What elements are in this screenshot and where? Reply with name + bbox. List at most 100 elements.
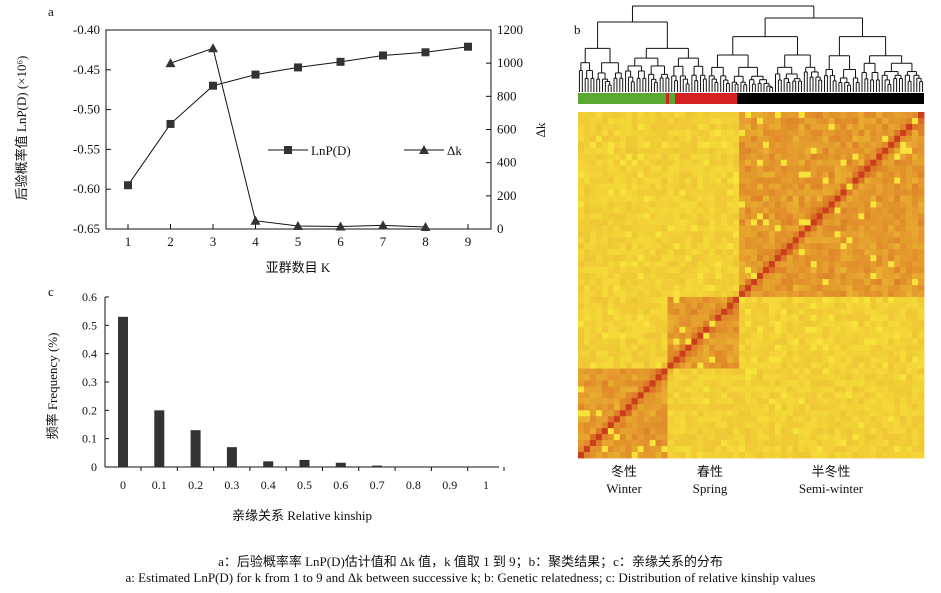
heatmap-cell (703, 410, 710, 417)
heatmap-cell (816, 123, 823, 131)
heatmap-cell (918, 338, 925, 346)
heatmap-cell (846, 273, 853, 280)
heatmap-cell (756, 279, 764, 286)
heatmap-cell (870, 112, 877, 119)
heatmap-cell (733, 213, 740, 220)
heatmap-cell (715, 219, 722, 226)
heatmap-cell (786, 410, 794, 417)
heatmap-cell (655, 452, 662, 459)
heatmap-cell (727, 159, 734, 167)
heatmap-cell (810, 368, 818, 375)
group-label-semiwinter: 半冬性 Semi-winter (781, 463, 881, 497)
heatmap-cell (756, 326, 764, 334)
heatmap-cell (876, 261, 883, 268)
heatmap-cell (679, 290, 686, 298)
heatmap-cell (900, 219, 907, 226)
heatmap-cell (721, 356, 728, 363)
heatmap-cell (673, 147, 680, 155)
heatmap-cell (912, 386, 919, 393)
heatmap-cell (792, 201, 800, 208)
heatmap-cell (774, 147, 782, 155)
heatmap-cell (852, 231, 859, 238)
heatmap-cell (625, 302, 633, 310)
heatmap-cell (846, 290, 853, 298)
heatmap-cell (661, 452, 668, 459)
heatmap-cell (727, 326, 734, 334)
heatmap-cell (852, 279, 859, 286)
heatmap-cell (888, 153, 895, 161)
heatmap-cell (673, 440, 680, 447)
heatmap-cell (822, 356, 829, 363)
heatmap-cell (768, 273, 776, 280)
heatmap-cell (739, 279, 746, 286)
heatmap-cell (745, 326, 752, 334)
heatmap-cell (828, 386, 835, 393)
heatmap-cell (768, 338, 776, 346)
heatmap-cell (679, 368, 686, 375)
heatmap-cell (756, 386, 764, 393)
heatmap-cell (673, 261, 680, 268)
heatmap-cell (619, 237, 627, 244)
heatmap-cell (703, 392, 710, 399)
heatmap-cell (864, 440, 871, 447)
heatmap-cell (578, 213, 585, 220)
y-tick-label: 0 (91, 460, 97, 474)
heatmap-cell (637, 243, 645, 250)
heatmap-cell (786, 320, 794, 328)
heatmap-cell (816, 428, 823, 435)
heatmap-cell (595, 279, 603, 286)
heatmap-cell (697, 249, 704, 256)
heatmap-cell (739, 314, 746, 322)
heatmap-cell (727, 201, 734, 208)
heatmap-cell (721, 237, 728, 244)
heatmap-cell (852, 308, 859, 316)
heatmap-cell (816, 350, 823, 357)
bar (335, 462, 346, 467)
heatmap-cell (589, 416, 597, 423)
heatmap-cell (882, 273, 889, 280)
heatmap-cell (703, 422, 710, 429)
heatmap-cell (912, 440, 919, 447)
heatmap-cell (816, 129, 823, 137)
heatmap-cell (619, 296, 627, 304)
heatmap-cell (792, 308, 800, 316)
heatmap-cell (828, 422, 835, 429)
heatmap-cell (589, 410, 597, 417)
heatmap-cell (643, 344, 650, 352)
heatmap-cell (840, 285, 847, 292)
heatmap-cell (631, 434, 639, 441)
heatmap-cell (858, 171, 865, 179)
heatmap-cell (715, 237, 722, 244)
heatmap-cell (601, 302, 609, 310)
heatmap-cell (637, 338, 645, 346)
heatmap-cell (906, 410, 913, 417)
heatmap-cell (745, 404, 752, 411)
heatmap-cell (864, 171, 871, 179)
heatmap-cell (816, 440, 823, 447)
heatmap-cell (578, 446, 585, 453)
heatmap-cell (846, 428, 853, 435)
heatmap-cell (816, 165, 823, 173)
heatmap-cell (727, 171, 734, 179)
heatmap-cell (822, 261, 829, 268)
heatmap-cell (649, 350, 656, 357)
heatmap-cell (804, 225, 812, 232)
heatmap-cell (864, 195, 871, 202)
heatmap-cell (786, 171, 794, 179)
heatmap-cell (768, 153, 776, 161)
heatmap-cell (852, 273, 859, 280)
heatmap-cell (774, 267, 782, 274)
heatmap-cell (637, 285, 645, 292)
heatmap-cell (792, 320, 800, 328)
heatmap-cell (733, 219, 740, 226)
heatmap-cell (876, 112, 883, 119)
heatmap-cell (798, 153, 806, 161)
heatmap-cell (631, 267, 639, 274)
heatmap-cell (912, 153, 919, 161)
heatmap-cell (774, 392, 782, 399)
heatmap-cell (768, 368, 776, 375)
heatmap-cell (583, 237, 591, 244)
heatmap-cell (762, 153, 770, 161)
heatmap-cell (810, 392, 818, 399)
heatmap-cell (595, 213, 603, 220)
